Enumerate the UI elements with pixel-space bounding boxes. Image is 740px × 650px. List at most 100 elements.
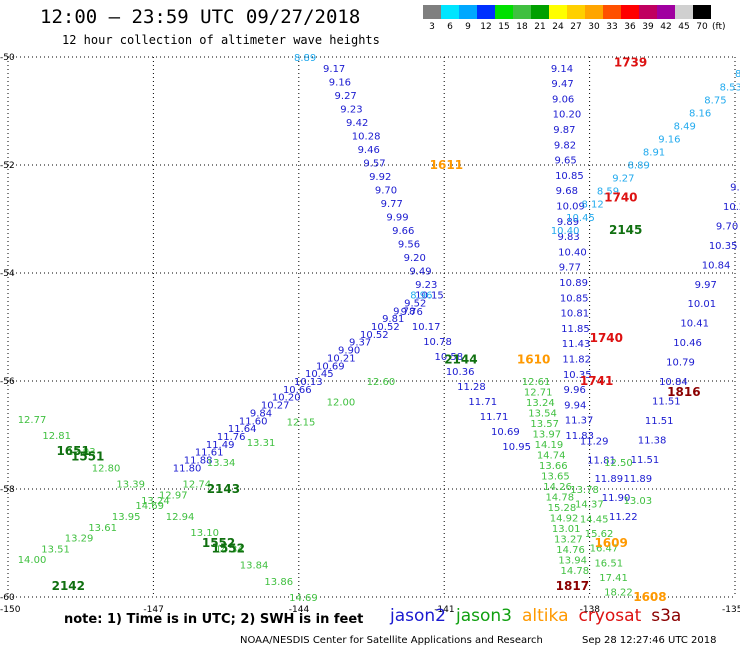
swh-value-label: 13.10 bbox=[190, 528, 219, 539]
lat-tick-label: -58 bbox=[0, 485, 15, 495]
color-scale-label: 21 bbox=[534, 22, 546, 32]
swh-value-label: 13.24 bbox=[141, 496, 170, 507]
satellite-legend-cryosat: cryosat bbox=[578, 606, 642, 626]
swh-value-label: 10.78 bbox=[423, 337, 452, 348]
swh-value-label: 9.87 bbox=[553, 125, 575, 136]
swh-value-label: 10.40 bbox=[558, 247, 587, 258]
swh-value-label: 11.85 bbox=[561, 324, 590, 335]
lat-tick-label: -50 bbox=[0, 53, 15, 63]
satellite-legend-altika: altika bbox=[522, 606, 569, 626]
swh-value-label: 13.57 bbox=[530, 419, 559, 430]
pass-time-label: 2143 bbox=[207, 482, 240, 496]
pass-time-label: 1817 bbox=[556, 579, 589, 593]
swh-value-label: 11.89 bbox=[624, 474, 653, 485]
satellite-legend-jason3: jason3 bbox=[456, 606, 512, 626]
swh-value-label: 8.91 bbox=[643, 148, 665, 159]
swh-value-label: 10.41 bbox=[680, 319, 709, 330]
swh-value-label: 11.81 bbox=[587, 455, 616, 466]
swh-value-label: 9.49 bbox=[409, 266, 431, 277]
swh-value-label: 8.89 bbox=[628, 161, 650, 172]
swh-value-label: 9.78 bbox=[393, 306, 415, 317]
swh-value-label: 10.15 bbox=[415, 291, 444, 302]
swh-value-label: 13.84 bbox=[240, 561, 269, 572]
color-scale-unit: (ft) bbox=[712, 22, 726, 32]
pass-time-label: 1741 bbox=[580, 374, 613, 388]
color-scale-label: 39 bbox=[642, 22, 654, 32]
swh-value-label: 9.06 bbox=[552, 94, 574, 105]
swh-value-label: 10.89 bbox=[559, 278, 588, 289]
swh-value-label: 9.84 bbox=[250, 408, 272, 419]
swh-value-label: 9.52 bbox=[404, 298, 426, 309]
pass-time-label: 1739 bbox=[614, 55, 647, 69]
swh-value-label: 8.96 bbox=[410, 291, 432, 302]
swh-value-label: 8.12 bbox=[582, 200, 604, 211]
color-swatch bbox=[567, 5, 585, 19]
swh-value-label: 13.65 bbox=[541, 472, 570, 483]
swh-value-label: 10.20 bbox=[272, 393, 301, 404]
swh-value-label: 10.01 bbox=[688, 299, 717, 310]
swh-value-label: 10.45 bbox=[305, 369, 334, 380]
swh-value-label: 10.22 bbox=[723, 202, 740, 213]
lat-tick-label: -52 bbox=[0, 161, 15, 171]
swh-value-label: 11.76 bbox=[217, 432, 246, 443]
color-swatch bbox=[423, 5, 441, 19]
swh-value-label: 9.81 bbox=[382, 314, 404, 325]
color-scale-label: 18 bbox=[516, 22, 528, 32]
swh-value-label: 18.22 bbox=[604, 588, 633, 599]
swh-value-label: 11.71 bbox=[468, 397, 497, 408]
swh-value-label: 11.38 bbox=[638, 435, 667, 446]
swh-value-label: 14.34 bbox=[215, 544, 244, 555]
swh-value-label: 9.76 bbox=[401, 307, 423, 318]
swh-value-label: 10.20 bbox=[553, 110, 582, 121]
swh-value-label: 10.84 bbox=[659, 377, 688, 388]
swh-value-label: 11.49 bbox=[206, 440, 235, 451]
swh-value-label: 9.77 bbox=[381, 199, 403, 210]
color-swatch bbox=[441, 5, 459, 19]
color-swatch bbox=[495, 5, 513, 19]
swh-value-label: 9.97 bbox=[695, 280, 717, 291]
swh-value-label: 9.23 bbox=[340, 104, 362, 115]
lat-tick-label: -54 bbox=[0, 269, 15, 279]
swh-value-label: 13.01 bbox=[552, 524, 581, 535]
swh-value-label: 10.85 bbox=[560, 293, 589, 304]
lat-tick-label: -56 bbox=[0, 377, 15, 387]
swh-value-label: 13.34 bbox=[207, 458, 236, 469]
swh-value-label: 14.00 bbox=[18, 555, 47, 566]
swh-value-label: 11.37 bbox=[565, 416, 594, 427]
swh-value-label: 10.36 bbox=[446, 367, 475, 378]
swh-value-label: 13.24 bbox=[526, 398, 555, 409]
swh-value-label: 10.84 bbox=[702, 260, 731, 271]
pass-time-label: 1611 bbox=[430, 158, 463, 172]
pass-time-label: 1740 bbox=[590, 331, 623, 345]
swh-value-label: 10.35 bbox=[709, 241, 738, 252]
lon-tick-label: -138 bbox=[580, 605, 601, 615]
swh-value-label: 11.89 bbox=[594, 474, 623, 485]
swh-value-label: 9.56 bbox=[398, 239, 420, 250]
swh-value-label: 9.82 bbox=[554, 140, 576, 151]
swh-value-label: 8.16 bbox=[689, 108, 711, 119]
swh-value-label: 9.57 bbox=[363, 158, 385, 169]
color-swatch bbox=[459, 5, 477, 19]
color-scale-label: 12 bbox=[480, 22, 492, 32]
swh-value-label: 9.42 bbox=[346, 118, 368, 129]
swh-value-label: 9.27 bbox=[335, 91, 357, 102]
color-scale-label: 42 bbox=[660, 22, 672, 32]
swh-value-label: 10.21 bbox=[327, 353, 356, 364]
swh-value-label: 9.66 bbox=[392, 226, 414, 237]
color-scale-label: 70 bbox=[696, 22, 708, 32]
swh-value-label: 13.03 bbox=[624, 496, 653, 507]
swh-value-label: 9.85 bbox=[730, 183, 740, 194]
pass-time-label: 1608 bbox=[633, 590, 666, 604]
swh-value-label: 11.51 bbox=[631, 455, 660, 466]
swh-value-label: 14.78 bbox=[561, 566, 590, 577]
swh-value-label: 12.71 bbox=[524, 388, 553, 399]
swh-value-label: 11.51 bbox=[652, 396, 681, 407]
swh-value-label: 8.94 bbox=[735, 69, 740, 80]
swh-value-label: 9.77 bbox=[559, 263, 581, 274]
color-scale-label: 9 bbox=[465, 22, 471, 32]
satellite-legend: jason2 jason3 altika cryosat s3a bbox=[390, 606, 691, 626]
swh-value-label: 9.16 bbox=[658, 134, 680, 145]
swh-value-label: 11.80 bbox=[173, 463, 202, 474]
color-swatch bbox=[585, 5, 603, 19]
